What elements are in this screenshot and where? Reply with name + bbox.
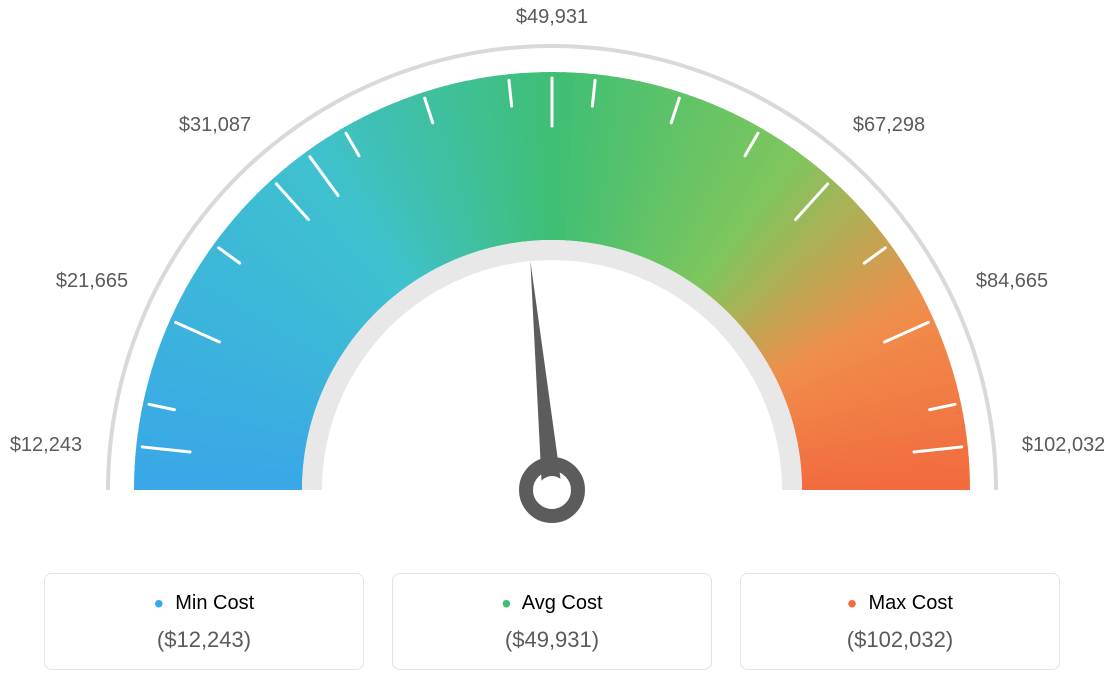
legend-max-label: Max Cost [868,592,952,614]
legend-avg-title: • Avg Cost [403,592,701,615]
gauge-svg [0,0,1104,560]
dot-icon: • [154,588,164,619]
legend-row: • Min Cost ($12,243) • Avg Cost ($49,931… [0,573,1104,670]
gauge-area: $12,243 $21,665 $31,087 $49,931 $67,298 $84,6… [0,0,1104,540]
legend-card-max: • Max Cost ($102,032) [740,573,1060,670]
scale-label: $31,087 [161,114,251,137]
scale-label: $12,243 [0,434,82,457]
scale-label: $84,665 [976,270,1048,293]
legend-min-value: ($12,243) [55,627,353,653]
scale-label: $49,931 [507,6,597,29]
scale-label: $102,032 [1022,434,1104,457]
legend-max-title: • Max Cost [751,592,1049,615]
cost-gauge-chart: $12,243 $21,665 $31,087 $49,931 $67,298 $84,6… [0,0,1104,690]
legend-avg-value: ($49,931) [403,627,701,653]
legend-card-min: • Min Cost ($12,243) [44,573,364,670]
legend-min-label: Min Cost [175,592,254,614]
dot-icon: • [847,588,857,619]
scale-label: $21,665 [38,270,128,293]
legend-min-title: • Min Cost [55,592,353,615]
dot-icon: • [501,588,511,619]
legend-avg-label: Avg Cost [522,592,603,614]
scale-label: $67,298 [853,114,925,137]
legend-max-value: ($102,032) [751,627,1049,653]
legend-card-avg: • Avg Cost ($49,931) [392,573,712,670]
